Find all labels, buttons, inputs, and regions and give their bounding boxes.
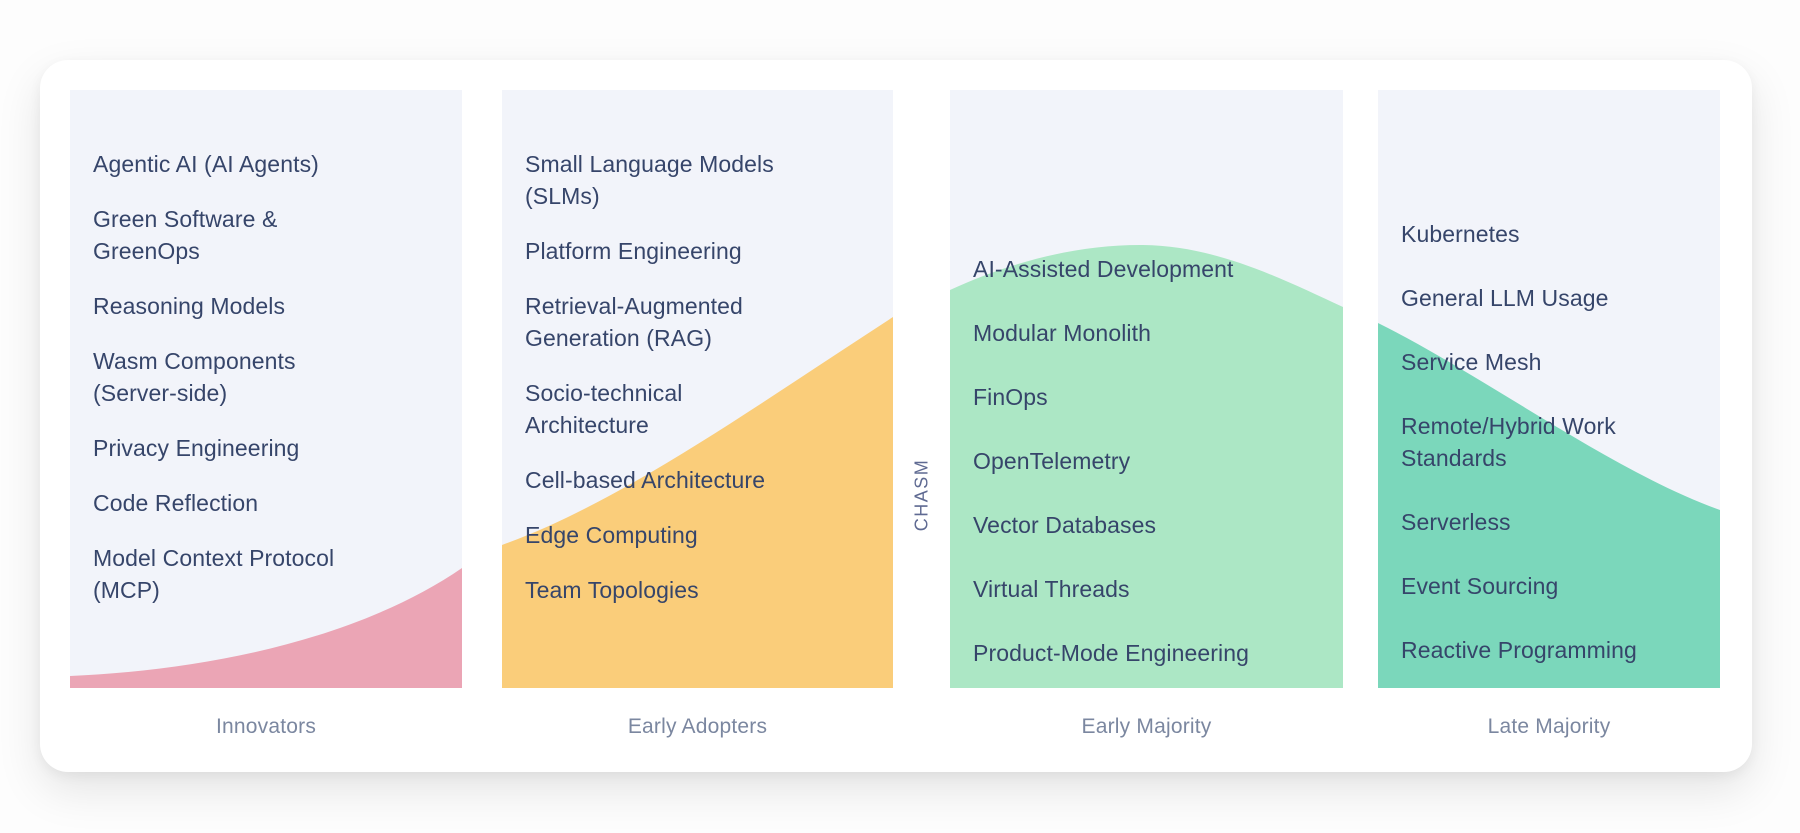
- tech-list-early-majority: AI-Assisted Development Modular Monolith…: [950, 90, 1343, 669]
- tech-item: AI-Assisted Development: [973, 256, 1234, 282]
- tech-item: Event Sourcing: [1401, 573, 1559, 599]
- tech-item: Green Software & GreenOps: [93, 206, 278, 264]
- innovators-curve-fill: [70, 568, 462, 688]
- tech-item: Vector Databases: [973, 512, 1157, 538]
- tech-item: Kubernetes: [1401, 221, 1520, 247]
- late-majority-curve: [1378, 323, 1720, 688]
- early-majority-curve: [950, 245, 1343, 688]
- stage-label-early-majority: Early Majority: [1081, 715, 1212, 738]
- tech-item: Wasm Components (Server-side): [93, 348, 296, 406]
- adoption-curve-card: Agentic AI (AI Agents) Green Software & …: [40, 60, 1752, 772]
- stage-label-late-majority: Late Majority: [1487, 715, 1611, 738]
- tech-list-early-adopters: Small Language Models (SLMs) Platform En…: [502, 90, 893, 606]
- tech-item: Reasoning Models: [93, 293, 286, 319]
- tech-item: Virtual Threads: [973, 576, 1130, 602]
- stage-column-late-majority: Kubernetes General LLM Usage Service Mes…: [1378, 90, 1720, 688]
- tech-item: Service Mesh: [1401, 349, 1542, 375]
- stage-column-innovators: Agentic AI (AI Agents) Green Software & …: [70, 90, 462, 688]
- tech-item: Small Language Models (SLMs): [525, 151, 774, 209]
- tech-item: Modular Monolith: [973, 320, 1152, 346]
- tech-item: Cell-based Architecture: [525, 467, 766, 493]
- early-majority-curve-fill: [950, 245, 1343, 688]
- tech-item: Privacy Engineering: [93, 435, 300, 461]
- tech-item: Edge Computing: [525, 522, 698, 548]
- tech-item: Product-Mode Engineering: [973, 640, 1250, 666]
- tech-item: General LLM Usage: [1401, 285, 1609, 311]
- stage-column-early-majority: AI-Assisted Development Modular Monolith…: [950, 90, 1343, 688]
- tech-item: Socio-technical Architecture: [525, 380, 683, 438]
- tech-item: Reactive Programming: [1401, 637, 1637, 663]
- tech-item: FinOps: [973, 384, 1048, 410]
- tech-list-innovators: Agentic AI (AI Agents) Green Software & …: [70, 90, 462, 606]
- tech-item: Team Topologies: [525, 577, 699, 603]
- tech-item: Code Reflection: [93, 490, 259, 516]
- early-adopters-curve: [502, 317, 893, 688]
- chasm-label: CHASM: [911, 458, 932, 532]
- tech-item: OpenTelemetry: [973, 448, 1131, 474]
- tech-item: Remote/Hybrid Work Standards: [1401, 413, 1616, 471]
- tech-item: Serverless: [1401, 509, 1511, 535]
- innovators-curve: [70, 568, 462, 688]
- late-majority-curve-fill: [1378, 323, 1720, 688]
- stage-label-early-adopters: Early Adopters: [627, 715, 768, 738]
- tech-list-late-majority: Kubernetes General LLM Usage Service Mes…: [1378, 90, 1720, 666]
- tech-item: Retrieval-Augmented Generation (RAG): [525, 293, 743, 351]
- tech-item: Platform Engineering: [525, 238, 742, 264]
- tech-item: Model Context Protocol (MCP): [93, 545, 335, 603]
- stage-column-early-adopters: Small Language Models (SLMs) Platform En…: [502, 90, 893, 688]
- stage-label-innovators: Innovators: [215, 715, 317, 738]
- early-adopters-curve-fill: [502, 317, 893, 688]
- tech-item: Agentic AI (AI Agents): [93, 151, 319, 177]
